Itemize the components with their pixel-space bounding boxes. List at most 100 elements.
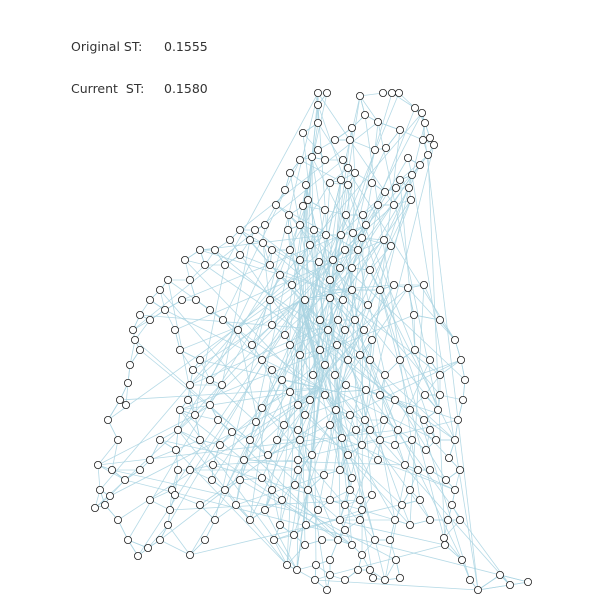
graph-node[interactable]	[235, 475, 244, 484]
graph-node[interactable]	[200, 536, 209, 545]
graph-node[interactable]	[390, 516, 399, 525]
graph-node[interactable]	[360, 111, 369, 120]
graph-node[interactable]	[450, 485, 459, 494]
graph-node[interactable]	[215, 440, 224, 449]
graph-node[interactable]	[185, 551, 194, 560]
graph-node[interactable]	[400, 460, 409, 469]
graph-node[interactable]	[309, 225, 318, 234]
graph-node[interactable]	[389, 280, 398, 289]
graph-node[interactable]	[343, 163, 352, 172]
graph-node[interactable]	[210, 245, 219, 254]
graph-node[interactable]	[425, 516, 434, 525]
graph-node[interactable]	[180, 255, 189, 264]
graph-node[interactable]	[410, 345, 419, 354]
graph-node[interactable]	[195, 435, 204, 444]
graph-node[interactable]	[370, 536, 379, 545]
graph-node[interactable]	[340, 245, 349, 254]
graph-node[interactable]	[173, 425, 182, 434]
graph-node[interactable]	[185, 275, 194, 284]
graph-node[interactable]	[325, 495, 334, 504]
graph-node[interactable]	[257, 403, 266, 412]
graph-node[interactable]	[380, 187, 389, 196]
graph-node[interactable]	[367, 335, 376, 344]
graph-node[interactable]	[390, 395, 399, 404]
graph-node[interactable]	[391, 183, 400, 192]
graph-node[interactable]	[200, 260, 209, 269]
graph-node[interactable]	[338, 295, 347, 304]
graph-node[interactable]	[410, 104, 419, 113]
graph-node[interactable]	[247, 340, 256, 349]
graph-node[interactable]	[415, 495, 424, 504]
graph-node[interactable]	[272, 435, 281, 444]
graph-node[interactable]	[429, 140, 438, 149]
graph-node[interactable]	[323, 325, 332, 334]
graph-node[interactable]	[495, 571, 504, 580]
graph-node[interactable]	[332, 340, 341, 349]
graph-node[interactable]	[185, 465, 194, 474]
graph-node[interactable]	[347, 124, 356, 133]
graph-node[interactable]	[285, 168, 294, 177]
graph-node[interactable]	[465, 576, 474, 585]
graph-node[interactable]	[177, 295, 186, 304]
graph-node[interactable]	[320, 155, 329, 164]
graph-node[interactable]	[373, 200, 382, 209]
graph-node[interactable]	[355, 92, 364, 101]
graph-node[interactable]	[347, 285, 356, 294]
graph-node[interactable]	[380, 370, 389, 379]
graph-node[interactable]	[350, 315, 359, 324]
graph-node[interactable]	[345, 410, 354, 419]
graph-node[interactable]	[403, 153, 412, 162]
graph-node[interactable]	[343, 355, 352, 364]
graph-node[interactable]	[285, 245, 294, 254]
graph-node[interactable]	[455, 516, 464, 525]
graph-node[interactable]	[313, 101, 322, 110]
graph-node[interactable]	[284, 210, 293, 219]
graph-node[interactable]	[163, 275, 172, 284]
graph-node[interactable]	[420, 390, 429, 399]
graph-node[interactable]	[135, 465, 144, 474]
graph-node[interactable]	[406, 195, 415, 204]
graph-node[interactable]	[325, 293, 334, 302]
graph-node[interactable]	[447, 500, 456, 509]
graph-node[interactable]	[368, 574, 377, 583]
graph-node[interactable]	[289, 531, 298, 540]
graph-node[interactable]	[325, 571, 334, 580]
graph-node[interactable]	[257, 355, 266, 364]
graph-node[interactable]	[263, 450, 272, 459]
graph-node[interactable]	[443, 516, 452, 525]
graph-node[interactable]	[524, 578, 533, 587]
graph-node[interactable]	[419, 280, 428, 289]
graph-node[interactable]	[418, 135, 427, 144]
graph-node[interactable]	[389, 200, 398, 209]
graph-node[interactable]	[300, 295, 309, 304]
graph-node[interactable]	[210, 516, 219, 525]
graph-node[interactable]	[267, 245, 276, 254]
graph-node[interactable]	[345, 485, 354, 494]
graph-node[interactable]	[365, 566, 374, 575]
graph-node[interactable]	[145, 295, 154, 304]
graph-node[interactable]	[155, 285, 164, 294]
graph-node[interactable]	[390, 440, 399, 449]
graph-node[interactable]	[320, 360, 329, 369]
graph-node[interactable]	[231, 500, 240, 509]
graph-node[interactable]	[440, 541, 449, 550]
graph-node[interactable]	[325, 420, 334, 429]
graph-node[interactable]	[311, 561, 320, 570]
graph-node[interactable]	[96, 485, 105, 494]
graph-node[interactable]	[305, 240, 314, 249]
graph-node[interactable]	[101, 500, 110, 509]
graph-node[interactable]	[407, 435, 416, 444]
graph-node[interactable]	[336, 175, 345, 184]
graph-node[interactable]	[347, 541, 356, 550]
graph-node[interactable]	[183, 395, 192, 404]
graph-node[interactable]	[121, 475, 130, 484]
graph-node[interactable]	[450, 435, 459, 444]
graph-node[interactable]	[315, 345, 324, 354]
graph-node[interactable]	[295, 155, 304, 164]
graph-node[interactable]	[405, 521, 414, 530]
graph-node[interactable]	[387, 89, 396, 98]
graph-node[interactable]	[348, 228, 357, 237]
graph-node[interactable]	[375, 390, 384, 399]
graph-node[interactable]	[124, 536, 133, 545]
graph-node[interactable]	[295, 350, 304, 359]
